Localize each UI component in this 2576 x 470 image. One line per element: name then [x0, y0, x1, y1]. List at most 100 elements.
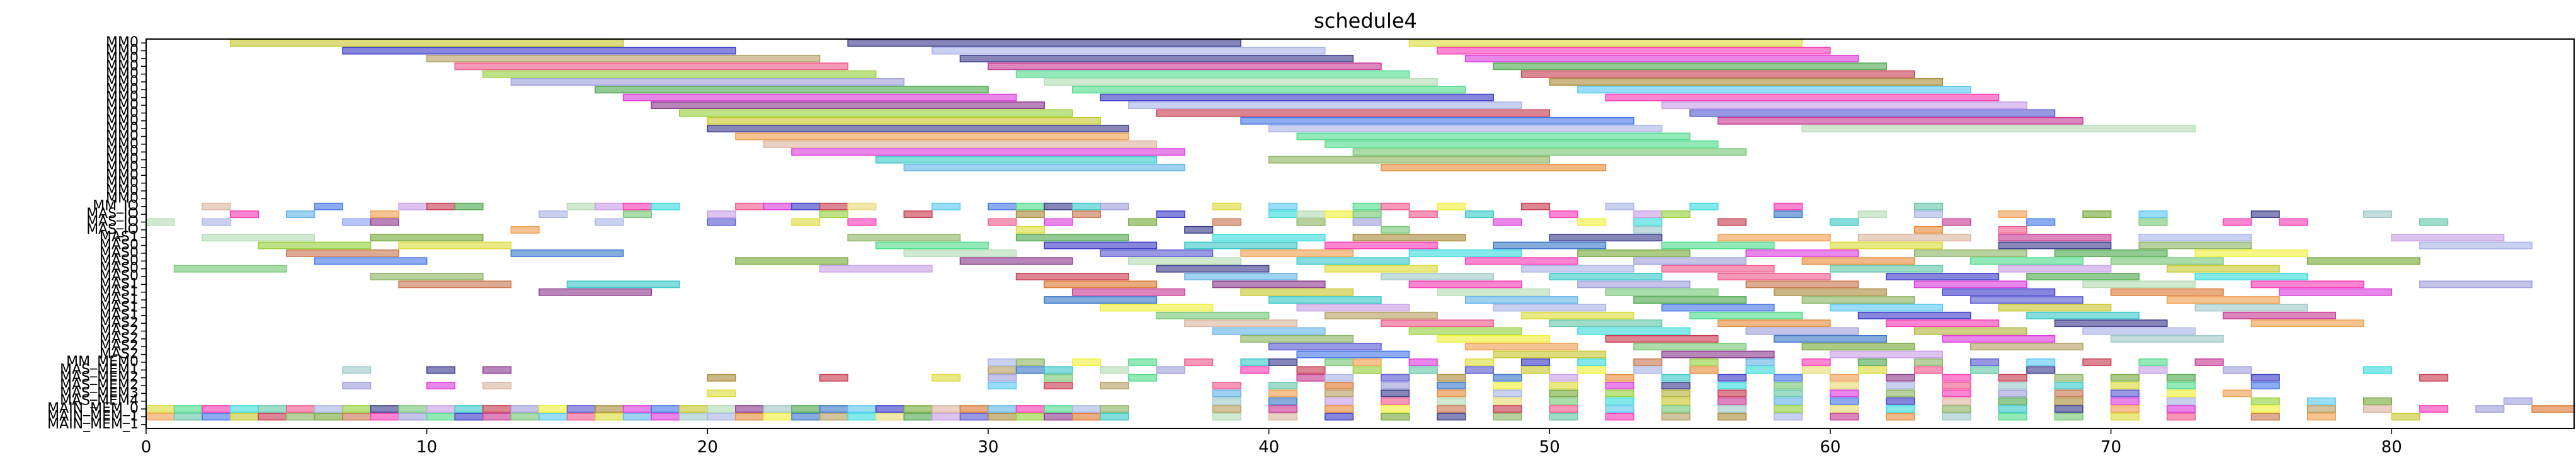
task-bar [1381, 413, 1410, 421]
task-bar [1240, 117, 1634, 125]
task-bar [1549, 397, 1578, 405]
task-bar [229, 413, 259, 421]
task-bar [1942, 389, 1971, 398]
task-bar [1100, 202, 1129, 210]
y-tick-label: MAS2 [100, 347, 139, 362]
task-bar [1661, 350, 1775, 358]
task-bar [1408, 358, 1438, 366]
task-bar [1408, 280, 1522, 289]
task-bar [510, 226, 540, 234]
task-bar [1605, 202, 1634, 210]
y-tick-label: MAS_MEM3 [60, 385, 139, 401]
task-bar [2110, 382, 2140, 389]
task-bar [1212, 397, 1241, 405]
task-bar [791, 218, 821, 226]
task-bar [1942, 397, 1971, 405]
task-bar [1044, 241, 1158, 249]
task-bar [2194, 304, 2308, 312]
task-bar [1381, 163, 1607, 171]
task-bar [1970, 366, 2000, 374]
task-bar [819, 202, 848, 210]
task-bar [1325, 265, 1438, 273]
task-bar [2419, 241, 2533, 249]
task-bar [988, 413, 1017, 421]
task-bar [1381, 202, 1410, 210]
x-tick-label: 10 [416, 438, 437, 457]
task-bar [1352, 148, 1747, 156]
y-tick-label: MAS1 [100, 229, 139, 245]
task-bar [1071, 288, 1185, 296]
task-bar [1801, 358, 1831, 366]
task-bar [1549, 78, 1944, 86]
task-bar [1437, 405, 1466, 413]
task-bar [145, 218, 175, 226]
task-bar [1325, 311, 1438, 319]
task-bar [2167, 382, 2196, 389]
task-bar [2026, 273, 2140, 280]
task-bar [1661, 210, 1690, 219]
y-tick-label: MAS_MEM2 [60, 377, 139, 393]
task-bar [1212, 202, 1241, 210]
y-axis-ticks: MM0MM0MM0MM0MM0MM0MM0MM0MM0MM0MM0MM0MM0M… [47, 35, 146, 432]
task-bar [1015, 413, 1045, 421]
task-bar [1774, 210, 1803, 219]
task-bar [1156, 366, 1185, 374]
task-bar [707, 210, 736, 219]
task-bar [1998, 389, 2027, 398]
task-bar [1493, 389, 1522, 398]
task-bar [2223, 218, 2252, 226]
task-bar [2306, 257, 2420, 265]
task-bar [1661, 389, 1690, 398]
task-bar [2054, 397, 2083, 405]
task-bar [1493, 405, 1522, 413]
task-bar [2026, 311, 2140, 319]
task-bar [735, 413, 765, 421]
task-bar [2054, 413, 2083, 421]
task-bar [1605, 413, 1634, 421]
task-bar [2167, 397, 2196, 405]
task-bar [1633, 343, 1747, 351]
task-bar [1577, 249, 1690, 257]
task-bar [1352, 366, 1382, 374]
y-tick-label: MAS0 [100, 261, 139, 277]
task-bar [1661, 241, 1775, 249]
task-bar [763, 140, 1158, 148]
task-bar [1830, 389, 1859, 398]
task-bar [1801, 296, 1915, 304]
task-bar [932, 374, 961, 382]
task-bar [875, 405, 905, 413]
task-bar [1774, 335, 1887, 343]
task-bar [1717, 319, 1831, 328]
task-bar [1381, 405, 1410, 413]
task-bar [1521, 358, 1551, 366]
task-bar [1381, 226, 1410, 234]
task-bar [1128, 374, 1158, 382]
task-bar [2250, 280, 2364, 289]
task-bar [2082, 210, 2112, 219]
task-bar [1913, 249, 2027, 257]
task-bar [622, 210, 652, 219]
task-bar [1633, 257, 1747, 265]
task-bar [426, 366, 455, 374]
task-bar [932, 413, 961, 421]
task-bar [1464, 54, 1859, 62]
task-bar [988, 405, 1017, 413]
task-bar [1913, 210, 1944, 219]
task-bar [1942, 288, 2056, 296]
task-bar [1745, 280, 1859, 289]
task-bar [1015, 210, 1045, 219]
task-bar [1352, 202, 1382, 210]
task-bar [1325, 210, 1354, 219]
task-bar [426, 405, 455, 413]
task-bar [735, 202, 765, 210]
task-bar [1044, 366, 1073, 374]
task-bar [1184, 241, 1297, 249]
task-bar [2419, 218, 2449, 226]
task-bar [1605, 397, 1634, 405]
y-tick-label: MAS0 [100, 253, 139, 268]
task-bar [2054, 319, 2168, 328]
task-bar [1549, 389, 1578, 398]
y-tick-label: MAS_IO [86, 214, 139, 229]
y-tick-label: MAS_MEM4 [60, 393, 139, 409]
y-tick-label: MAS_MEM2 [60, 370, 139, 386]
